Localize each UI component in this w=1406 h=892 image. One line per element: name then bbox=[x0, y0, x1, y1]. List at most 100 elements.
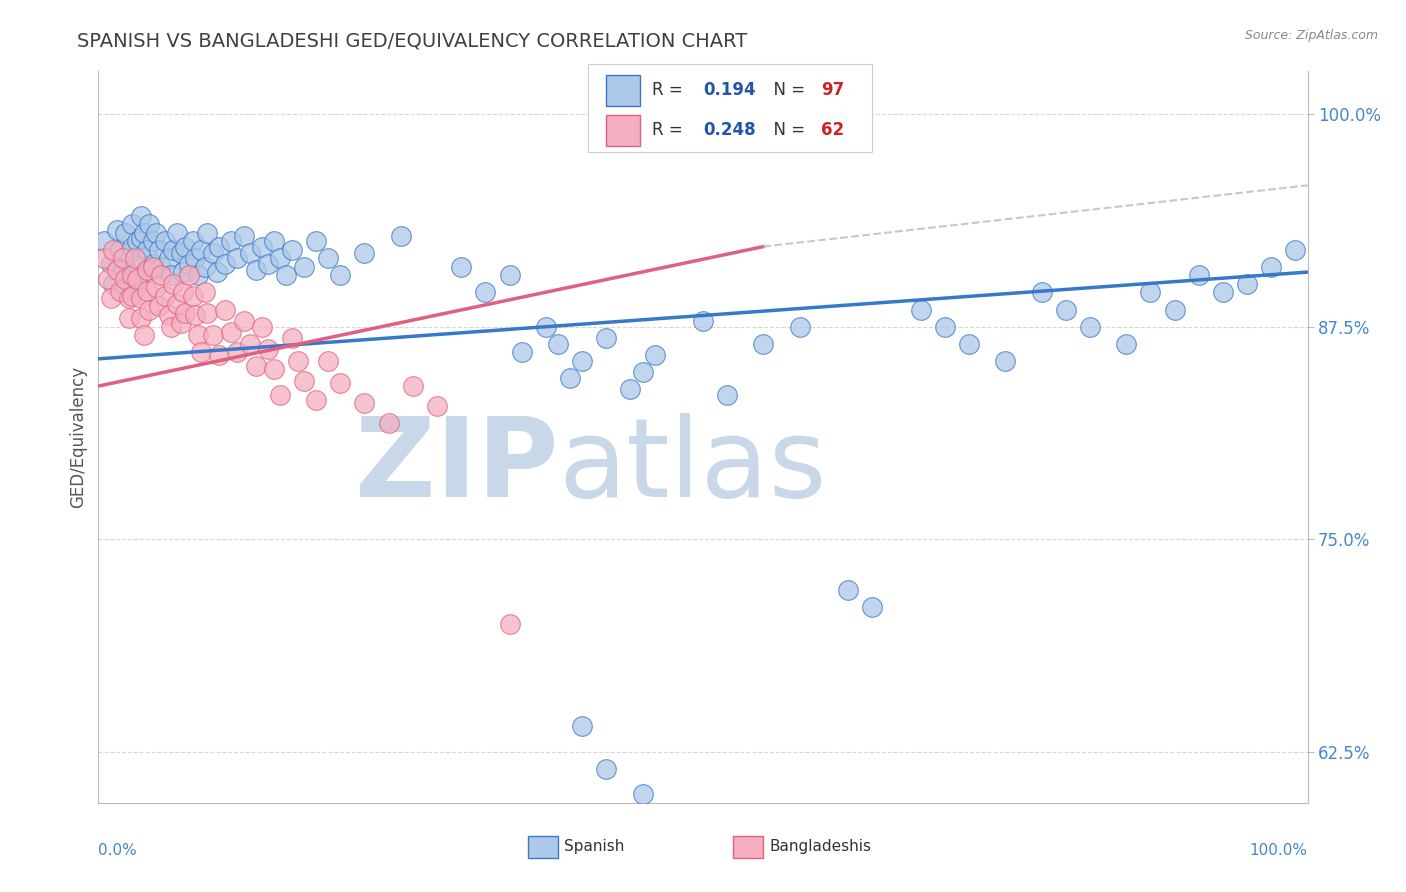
Point bbox=[571, 353, 593, 368]
Point bbox=[121, 239, 143, 253]
Point bbox=[145, 226, 167, 240]
Text: Spanish: Spanish bbox=[564, 839, 624, 855]
Point bbox=[232, 229, 254, 244]
Point bbox=[108, 284, 131, 298]
Text: R =: R = bbox=[652, 121, 688, 139]
Point bbox=[190, 345, 212, 359]
Point bbox=[142, 256, 165, 270]
Point bbox=[292, 260, 315, 274]
Point bbox=[1115, 336, 1137, 351]
Point bbox=[595, 331, 617, 345]
Point bbox=[160, 268, 183, 283]
Point bbox=[226, 345, 249, 359]
Point bbox=[263, 235, 285, 249]
Point bbox=[135, 284, 157, 298]
Y-axis label: GED/Equivalency: GED/Equivalency bbox=[69, 366, 87, 508]
Point bbox=[571, 719, 593, 733]
Point bbox=[184, 308, 207, 322]
Point bbox=[353, 396, 375, 410]
Text: R =: R = bbox=[652, 81, 688, 99]
Text: ZIP: ZIP bbox=[354, 413, 558, 520]
Point bbox=[153, 235, 176, 249]
Point bbox=[135, 243, 157, 257]
Point bbox=[105, 263, 128, 277]
Point bbox=[129, 311, 152, 326]
Text: 0.248: 0.248 bbox=[703, 121, 755, 139]
Bar bbox=[606, 115, 640, 145]
Point bbox=[1054, 302, 1077, 317]
Point bbox=[269, 252, 291, 266]
Point bbox=[239, 336, 262, 351]
Point bbox=[292, 374, 315, 388]
Point bbox=[148, 243, 170, 257]
Point bbox=[426, 400, 449, 414]
Point bbox=[232, 314, 254, 328]
Point bbox=[124, 252, 146, 266]
Point bbox=[1139, 285, 1161, 300]
Point bbox=[1163, 302, 1185, 317]
Point bbox=[644, 348, 666, 362]
Point bbox=[287, 353, 309, 368]
Point bbox=[194, 260, 217, 274]
Point bbox=[129, 231, 152, 245]
Point bbox=[108, 243, 131, 257]
Point bbox=[281, 243, 304, 257]
Point bbox=[860, 600, 883, 615]
Text: N =: N = bbox=[763, 81, 811, 99]
Point bbox=[250, 319, 273, 334]
Text: N =: N = bbox=[763, 121, 811, 139]
Point bbox=[498, 268, 520, 283]
Point bbox=[214, 302, 236, 317]
Point bbox=[195, 226, 218, 240]
Point bbox=[127, 235, 149, 249]
Point bbox=[121, 218, 143, 232]
Point bbox=[148, 299, 170, 313]
Point bbox=[1188, 268, 1211, 283]
Point bbox=[402, 379, 425, 393]
Point bbox=[145, 280, 167, 294]
Point bbox=[184, 252, 207, 266]
Point bbox=[316, 252, 339, 266]
Point bbox=[127, 272, 149, 286]
Point bbox=[208, 348, 231, 362]
Point bbox=[172, 285, 194, 300]
Point bbox=[245, 359, 267, 373]
Point bbox=[121, 289, 143, 303]
Point bbox=[789, 319, 811, 334]
Point bbox=[129, 209, 152, 223]
Point bbox=[93, 252, 115, 266]
Point bbox=[142, 235, 165, 249]
Point bbox=[194, 285, 217, 300]
Point bbox=[245, 263, 267, 277]
Text: atlas: atlas bbox=[558, 413, 827, 520]
Point bbox=[97, 272, 120, 286]
Point bbox=[124, 260, 146, 274]
Point bbox=[205, 265, 228, 279]
Point bbox=[187, 328, 209, 343]
Point bbox=[250, 239, 273, 253]
Point bbox=[631, 787, 654, 801]
Point bbox=[100, 291, 122, 305]
Text: 100.0%: 100.0% bbox=[1250, 843, 1308, 858]
Point bbox=[129, 291, 152, 305]
Point bbox=[160, 319, 183, 334]
Point bbox=[1212, 285, 1234, 300]
Point bbox=[169, 246, 191, 260]
Point bbox=[214, 256, 236, 270]
Point bbox=[1260, 260, 1282, 274]
Point bbox=[221, 235, 243, 249]
Point bbox=[752, 336, 775, 351]
Point bbox=[305, 392, 328, 407]
Point bbox=[389, 229, 412, 244]
Text: Source: ZipAtlas.com: Source: ZipAtlas.com bbox=[1244, 29, 1378, 42]
Point bbox=[190, 243, 212, 257]
Point bbox=[150, 260, 173, 274]
Point bbox=[202, 246, 225, 260]
Text: 0.194: 0.194 bbox=[703, 81, 755, 99]
Point bbox=[377, 417, 399, 431]
Point bbox=[187, 268, 209, 283]
Point bbox=[595, 762, 617, 776]
Point bbox=[172, 265, 194, 279]
Point bbox=[174, 306, 197, 320]
Point bbox=[281, 331, 304, 345]
